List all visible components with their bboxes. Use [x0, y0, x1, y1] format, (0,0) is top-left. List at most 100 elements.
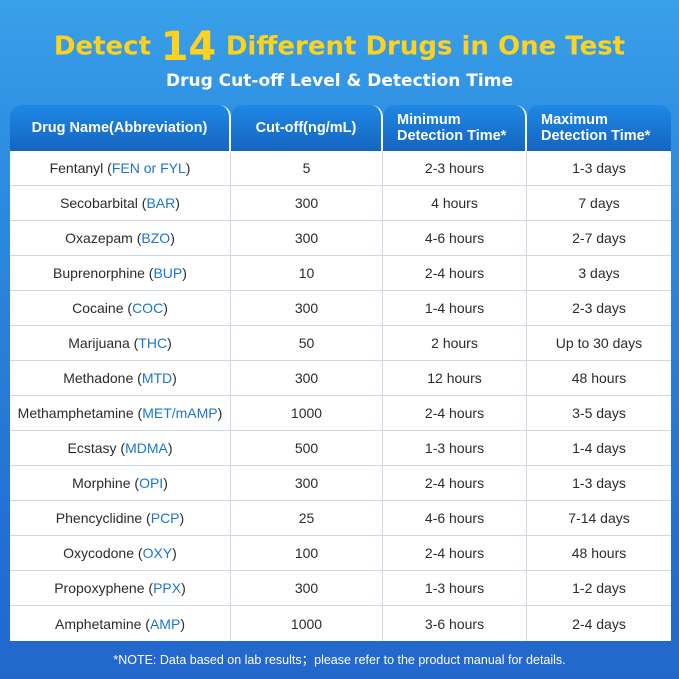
cutoff-cell: 300: [231, 221, 383, 255]
page-subtitle: Drug Cut-off Level & Detection Time: [166, 71, 513, 91]
paren-close: ): [217, 405, 223, 421]
min-detection-cell: 4-6 hours: [383, 501, 527, 535]
min-detection-cell: 2-4 hours: [383, 256, 527, 290]
drug-name-cell: Phencyclidine (PCP): [10, 501, 231, 535]
drug-name-cell: Morphine (OPI): [10, 466, 231, 500]
paren-open: (: [129, 335, 139, 351]
drug-name-cell: Marijuana (THC): [10, 326, 231, 360]
table-row: Fentanyl (FEN or FYL) 5 2-3 hours 1-3 days: [10, 151, 671, 186]
paren-open: (: [144, 580, 154, 596]
header-cutoff: Cut-off(ng/mL): [231, 105, 383, 151]
drug-name-cell: Oxazepam (BZO): [10, 221, 231, 255]
cutoff-cell: 300: [231, 186, 383, 220]
min-detection-cell: 4 hours: [383, 186, 527, 220]
paren-open: (: [133, 405, 143, 421]
paren-close: ): [182, 265, 187, 281]
paren-open: (: [142, 510, 151, 526]
cutoff-cell: 50: [231, 326, 383, 360]
table-row: Amphetamine (AMP) 1000 3-6 hours 2-4 days: [10, 606, 671, 641]
paren-open: (: [103, 160, 112, 176]
table-body: Fentanyl (FEN or FYL) 5 2-3 hours 1-3 days S…: [10, 151, 671, 641]
drug-name: Cocaine: [72, 300, 124, 316]
title-prefix: Detect: [53, 31, 151, 62]
drug-name-cell: Fentanyl (FEN or FYL): [10, 151, 231, 185]
cutoff-cell: 1000: [231, 396, 383, 430]
drug-abbreviation: BAR: [146, 195, 176, 211]
max-detection-cell: 3-5 days: [572, 405, 626, 421]
table-row: Morphine (OPI) 300 2-4 hours 1-3 days: [10, 466, 671, 501]
drug-abbreviation: BUP: [153, 265, 183, 281]
max-detection-cell: 48 hours: [571, 370, 627, 386]
title-suffix: Different Drugs in One Test: [225, 31, 626, 62]
drug-abbreviation: BZO: [141, 230, 171, 246]
paren-close: ): [172, 545, 177, 561]
paren-close: ): [175, 195, 180, 211]
min-detection-cell: 2-4 hours: [383, 536, 527, 570]
drug-name: Secobarbital: [60, 195, 138, 211]
cutoff-cell: 1000: [231, 606, 383, 641]
table-row: Buprenorphine (BUP) 10 2-4 hours 3 days: [10, 256, 671, 291]
max-detection-cell: 1-2 days: [572, 580, 626, 596]
paren-open: (: [132, 230, 142, 246]
paren-open: (: [123, 300, 133, 316]
drug-abbreviation: PCP: [150, 510, 180, 526]
drug-name: Amphetamine: [55, 615, 142, 632]
max-detection-cell: 2-7 days: [572, 230, 626, 246]
table-row: Oxazepam (BZO) 300 4-6 hours 2-7 days: [10, 221, 671, 256]
drug-abbreviation: MTD: [141, 370, 173, 386]
paren-open: (: [141, 615, 150, 632]
paren-close: ): [180, 615, 185, 632]
max-detection-cell: 2-4 days: [572, 615, 626, 632]
table-row: Propoxyphene (PPX) 300 1-3 hours 1-2 days: [10, 571, 671, 606]
min-detection-cell: 2-4 hours: [383, 396, 527, 430]
drug-name-cell: Propoxyphene (PPX): [10, 571, 231, 605]
max-detection-cell: 2-3 days: [572, 300, 626, 316]
paren-close: ): [172, 370, 177, 386]
title-drug-count: 14: [160, 23, 217, 70]
drug-table: Drug Name(Abbreviation) Cut-off(ng/mL) M…: [10, 105, 671, 641]
drug-abbreviation: FEN or FYL: [111, 160, 186, 176]
cutoff-cell: 25: [231, 501, 383, 535]
table-row: Ecstasy (MDMA) 500 1-3 hours 1-4 days: [10, 431, 671, 466]
cutoff-cell: 5: [231, 151, 383, 185]
drug-abbreviation: OPI: [139, 475, 164, 491]
drug-name-cell: Methadone (MTD): [10, 361, 231, 395]
drug-abbreviation: MDMA: [125, 440, 168, 456]
drug-name-cell: Oxycodone (OXY): [10, 536, 231, 570]
paren-close: ): [163, 475, 168, 491]
paren-open: (: [116, 440, 126, 456]
table-row: Phencyclidine (PCP) 25 4-6 hours 7-14 days: [10, 501, 671, 536]
paren-close: ): [163, 300, 168, 316]
table-row: Methadone (MTD) 300 12 hours 48 hours: [10, 361, 671, 396]
drug-name-cell: Ecstasy (MDMA): [10, 431, 231, 465]
cutoff-cell: 10: [231, 256, 383, 290]
min-detection-cell: 2-3 hours: [383, 151, 527, 185]
drug-name-cell: Methamphetamine (MET/mAMP): [10, 396, 231, 430]
table-row: Oxycodone (OXY) 100 2-4 hours 48 hours: [10, 536, 671, 571]
max-detection-cell: Up to 30 days: [555, 335, 643, 351]
footnote: *NOTE: Data based on lab results；please …: [113, 653, 566, 667]
paren-close: ): [185, 160, 191, 176]
table-header: Drug Name(Abbreviation) Cut-off(ng/mL) M…: [10, 105, 671, 151]
cutoff-cell: 100: [231, 536, 383, 570]
drug-abbreviation: COC: [132, 300, 164, 316]
drug-name: Morphine: [72, 475, 131, 491]
paren-open: (: [130, 475, 140, 491]
table-row: Methamphetamine (MET/mAMP) 1000 2-4 hours 3…: [10, 396, 671, 431]
drug-name-cell: Secobarbital (BAR): [10, 186, 231, 220]
min-detection-cell: 12 hours: [383, 361, 527, 395]
drug-abbreviation: THC: [138, 335, 168, 351]
page-title: Detect 14 Different Drugs in One Test: [0, 20, 679, 73]
paren-close: ): [167, 440, 173, 456]
drug-name: Ecstasy: [67, 440, 117, 456]
max-detection-cell: 3 days: [578, 265, 620, 281]
table-row: Secobarbital (BAR) 300 4 hours 7 days: [10, 186, 671, 221]
cutoff-cell: 300: [231, 466, 383, 500]
max-detection-cell: 1-4 days: [572, 440, 626, 456]
max-detection-cell: 7-14 days: [568, 510, 630, 526]
drug-abbreviation: AMP: [149, 615, 181, 632]
paren-open: (: [133, 370, 142, 386]
drug-name: Buprenorphine: [53, 265, 145, 281]
drug-name-cell: Cocaine (COC): [10, 291, 231, 325]
paren-open: (: [137, 195, 147, 211]
